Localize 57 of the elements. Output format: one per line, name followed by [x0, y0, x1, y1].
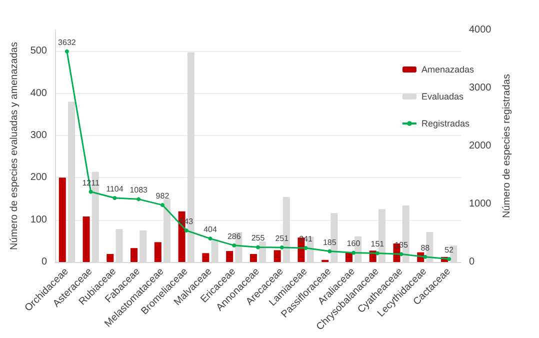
- data-label: 88: [420, 243, 430, 252]
- point: [352, 250, 356, 255]
- data-label: 185: [322, 238, 337, 247]
- point: [423, 254, 428, 259]
- bar: [226, 251, 234, 262]
- legend-label: Amenazadas: [421, 64, 474, 74]
- bar: [82, 216, 90, 262]
- y-tick-label: 300: [30, 130, 48, 141]
- data-label: 251: [275, 234, 290, 243]
- point: [160, 203, 164, 208]
- bar: [58, 178, 66, 262]
- point: [184, 228, 188, 233]
- point: [399, 252, 404, 256]
- point: [280, 245, 284, 250]
- data-label: 241: [299, 234, 313, 244]
- y2-tick-label: 4000: [469, 24, 492, 36]
- y-tick-label: 200: [30, 172, 48, 184]
- bar: [106, 254, 114, 262]
- y2-axis-title: Número de especies registradas: [502, 74, 513, 218]
- bar: [274, 250, 281, 262]
- data-label: 52: [444, 245, 454, 254]
- data-label: 982: [156, 192, 170, 201]
- bar: [345, 252, 352, 262]
- data-label: 1104: [106, 184, 124, 194]
- point: [447, 256, 452, 261]
- data-label: 286: [227, 232, 242, 241]
- y2-tick-label: 2000: [469, 140, 492, 152]
- legend-label: Registradas: [421, 118, 470, 128]
- y-tick-label: 0: [41, 256, 48, 268]
- point: [136, 197, 141, 202]
- y-tick-label: 500: [30, 46, 48, 57]
- data-label: 255: [251, 234, 266, 243]
- point: [208, 236, 212, 241]
- data-label: 1083: [130, 186, 148, 195]
- legend-label: Evaluadas: [421, 92, 464, 102]
- data-label: 3632: [58, 38, 76, 47]
- y2-tick-label: 1000: [469, 198, 492, 210]
- point: [375, 251, 380, 256]
- point: [88, 190, 93, 194]
- point: [232, 243, 236, 248]
- point: [112, 196, 117, 200]
- bar: [202, 253, 210, 262]
- y2-tick-label: 3000: [469, 82, 492, 94]
- point: [328, 249, 332, 254]
- y2-tick-label: 0: [469, 256, 475, 268]
- data-label: 151: [370, 240, 385, 249]
- data-label: 404: [204, 225, 218, 234]
- bar: [154, 242, 162, 262]
- bar: [250, 254, 257, 262]
- point: [256, 245, 260, 250]
- y-tick-label: 400: [30, 88, 48, 99]
- y-tick-label: 100: [30, 214, 48, 226]
- bar: [130, 248, 138, 262]
- point: [64, 49, 69, 54]
- data-label: 160: [346, 239, 361, 248]
- point: [304, 246, 308, 250]
- y-axis-title: Número de especies evaluadas y amenazadas: [8, 42, 20, 250]
